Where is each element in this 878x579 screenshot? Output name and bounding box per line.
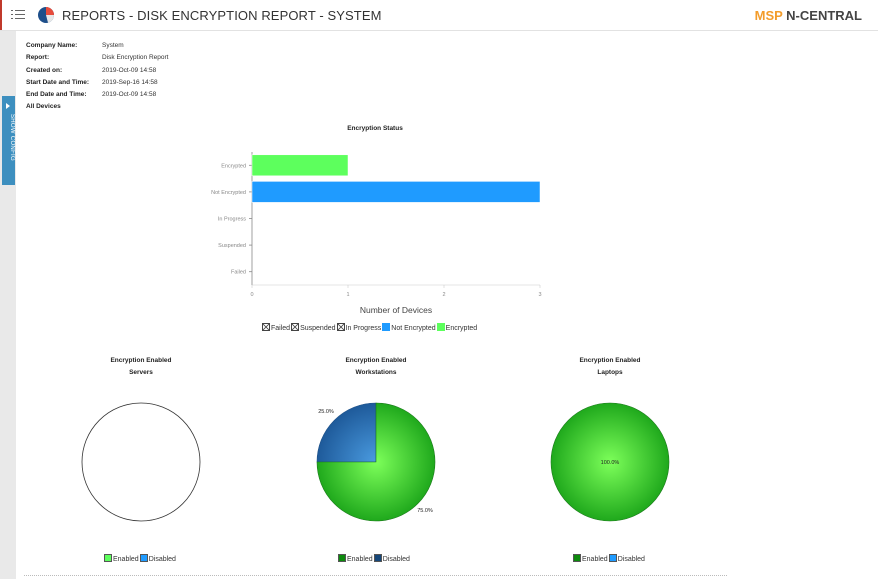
legend-swatch bbox=[608, 554, 617, 562]
y-tick-label: Suspended bbox=[218, 243, 246, 249]
top-bar: REPORTS - DISK ENCRYPTION REPORT - SYSTE… bbox=[0, 0, 878, 31]
pie-title-line2: Laptops bbox=[597, 369, 623, 376]
legend-item[interactable]: Encrypted bbox=[436, 323, 478, 332]
legend-swatch bbox=[104, 554, 112, 562]
legend-label: Encrypted bbox=[445, 325, 478, 332]
legend-label: Enabled bbox=[113, 556, 139, 563]
x-axis-label: Number of Devices bbox=[360, 305, 432, 315]
bar-chart-legend: Failed Suspended In Progress Not Encrypted E… bbox=[262, 323, 478, 332]
legend-swatch-crossed-icon bbox=[291, 323, 300, 331]
legend-item[interactable]: In Progress bbox=[336, 323, 382, 332]
pie-title-line1: Encryption Enabled bbox=[110, 357, 172, 364]
legend-swatch bbox=[573, 554, 581, 562]
pie-title-line1: Encryption Enabled bbox=[345, 357, 407, 364]
pie-title-servers: Encryption Enabled Servers bbox=[71, 355, 211, 379]
info-label: End Date and Time: bbox=[26, 91, 87, 99]
page-title: REPORTS - DISK ENCRYPTION REPORT - SYSTE… bbox=[62, 8, 382, 23]
legend-label: Enabled bbox=[582, 556, 608, 563]
footer-divider bbox=[24, 575, 727, 576]
brand-msp: MSP bbox=[754, 8, 783, 23]
legend-item[interactable]: Disabled bbox=[608, 554, 645, 563]
servers-pie-legend: Enabled Disabled bbox=[104, 554, 177, 563]
legend-item[interactable]: Enabled bbox=[104, 554, 139, 563]
info-label: Company Name: bbox=[26, 42, 78, 49]
workstations-pie-legend: Enabled Disabled bbox=[338, 554, 411, 563]
legend-item[interactable]: Suspended bbox=[291, 323, 336, 332]
info-label: All Devices bbox=[26, 103, 61, 111]
workstations-pie-chart: 75.0% 25.0% bbox=[316, 402, 436, 522]
bar-chart-title: Encryption Status bbox=[347, 125, 403, 132]
hamburger-menu-icon[interactable] bbox=[11, 10, 25, 20]
info-value: 2019-Sep-16 14:58 bbox=[102, 78, 158, 86]
bar-not-encrypted bbox=[251, 181, 541, 203]
pie-slice-enabled bbox=[316, 402, 436, 522]
info-value: 2019-Oct-09 14:58 bbox=[102, 91, 157, 99]
laptops-pie-legend: Enabled Disabled bbox=[573, 554, 646, 563]
pie-title-line2: Servers bbox=[129, 369, 153, 376]
legend-label: Not Encrypted bbox=[391, 325, 436, 332]
x-tick-label: 3 bbox=[538, 292, 541, 298]
info-value: System bbox=[102, 42, 124, 49]
legend-label: Suspended bbox=[300, 325, 336, 332]
legend-swatch-crossed-icon bbox=[262, 323, 270, 331]
legend-swatch bbox=[436, 323, 445, 331]
accent-line bbox=[0, 0, 2, 30]
encryption-status-chart: Encrypted Not Encrypted In Progress Suspend… bbox=[211, 152, 542, 315]
legend-item[interactable]: Failed bbox=[262, 323, 290, 332]
pie-title-laptops: Encryption Enabled Laptops bbox=[540, 355, 680, 379]
reports-pie-icon bbox=[38, 7, 54, 23]
y-tick-label: In Progress bbox=[218, 217, 246, 223]
legend-swatch bbox=[373, 554, 382, 562]
legend-label: In Progress bbox=[345, 325, 382, 332]
servers-pie-chart bbox=[81, 402, 201, 522]
legend-item[interactable]: Disabled bbox=[373, 554, 410, 563]
legend-label: Disabled bbox=[148, 556, 176, 563]
empty-pie-slice bbox=[81, 402, 201, 522]
x-tick-label: 2 bbox=[442, 292, 445, 298]
left-sidebar: SHOW CONFIG bbox=[0, 31, 16, 579]
bar-encrypted bbox=[251, 154, 349, 177]
legend-swatch bbox=[338, 554, 346, 562]
pie-title-line2: Workstations bbox=[355, 369, 397, 376]
pie-slice-disabled bbox=[316, 402, 377, 463]
legend-label: Disabled bbox=[617, 556, 645, 563]
x-tick-label: 1 bbox=[346, 292, 349, 298]
legend-item[interactable]: Disabled bbox=[139, 554, 176, 563]
legend-swatch bbox=[139, 554, 148, 562]
pie-title-workstations: Encryption Enabled Workstations bbox=[306, 355, 446, 379]
info-label: Created on: bbox=[26, 66, 63, 74]
y-tick-label: Failed bbox=[231, 270, 246, 276]
pie-slice-enabled bbox=[550, 402, 670, 522]
info-value: Disk Encryption Report bbox=[102, 54, 169, 62]
legend-item[interactable]: Enabled bbox=[338, 554, 373, 563]
brand-logo: MSP N-CENTRAL bbox=[755, 8, 862, 23]
x-tick-label: 0 bbox=[250, 292, 253, 298]
legend-swatch bbox=[382, 323, 391, 331]
laptops-pie-chart: 100.0% bbox=[550, 402, 670, 522]
legend-item[interactable]: Enabled bbox=[573, 554, 608, 563]
pie-title-line1: Encryption Enabled bbox=[579, 357, 641, 364]
legend-swatch-crossed-icon bbox=[336, 323, 345, 331]
legend-label: Failed bbox=[271, 325, 291, 332]
info-label: Report: bbox=[26, 54, 50, 62]
show-config-tab[interactable]: SHOW CONFIG bbox=[2, 96, 15, 185]
pie-data-label: 75.0% bbox=[417, 508, 433, 514]
info-label: Start Date and Time: bbox=[26, 78, 90, 86]
legend-label: Enabled bbox=[347, 556, 373, 563]
expand-arrow-icon bbox=[6, 103, 10, 109]
y-tick-label: Not Encrypted bbox=[211, 190, 246, 196]
info-value: 2019-Oct-09 14:58 bbox=[102, 66, 157, 74]
pie-data-label: 100.0% bbox=[601, 460, 620, 466]
pie-data-label: 25.0% bbox=[318, 409, 334, 415]
brand-name: N-CENTRAL bbox=[786, 8, 862, 23]
legend-item[interactable]: Not Encrypted bbox=[382, 323, 436, 332]
show-config-label: SHOW CONFIG bbox=[9, 114, 15, 161]
y-tick-label: Encrypted bbox=[221, 163, 246, 169]
legend-label: Disabled bbox=[382, 556, 410, 563]
